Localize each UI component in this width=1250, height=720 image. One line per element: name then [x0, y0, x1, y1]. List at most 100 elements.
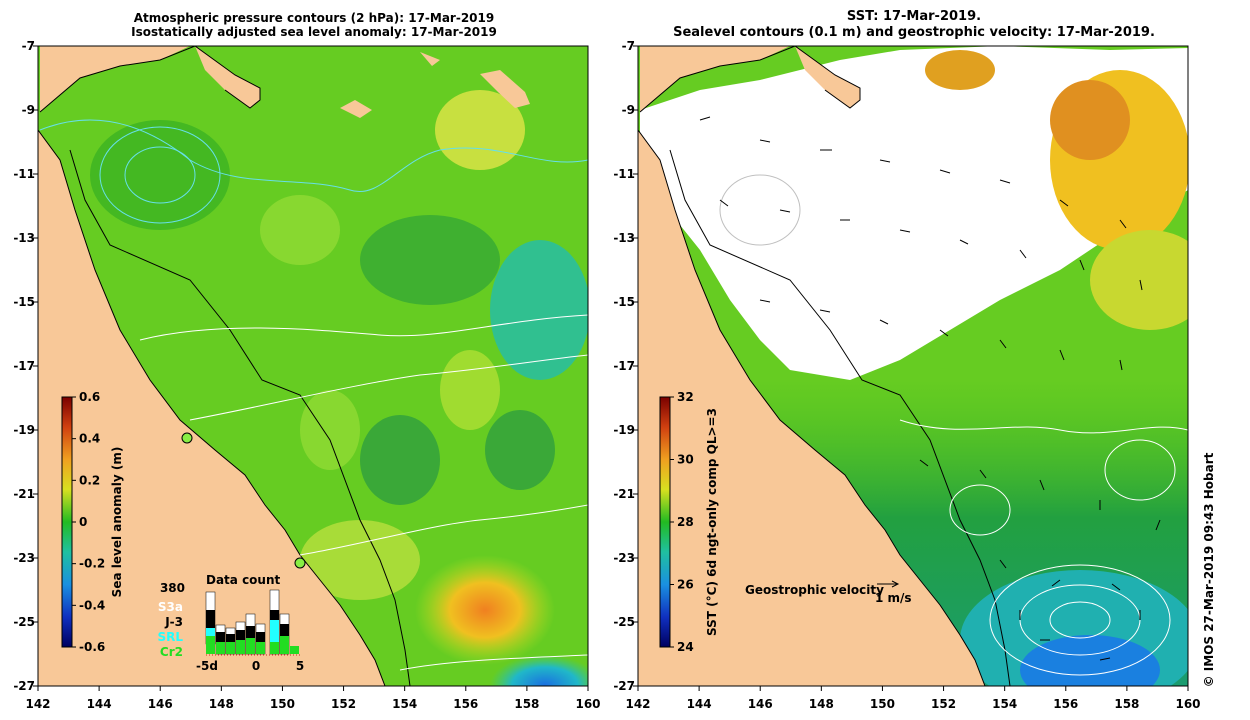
- x-tick-label: 150: [870, 697, 895, 711]
- sla-blob: [260, 195, 340, 265]
- sla-coldspot: [490, 655, 588, 686]
- sst-patch: [1050, 80, 1130, 160]
- right-title: SST: 17-Mar-2019. Sealevel contours (0.1…: [640, 9, 1188, 41]
- station-marker: [181, 432, 193, 444]
- pressure-contour: [139, 314, 588, 341]
- new-guinea-land: [40, 46, 190, 112]
- y-tick-label: -13: [613, 231, 635, 245]
- data-count-x-tick-label: 5: [296, 659, 304, 673]
- sla-colorbar-ticks: 0.6 0.4 0.2 0 -0.2 -0.4 -0.6: [72, 390, 105, 654]
- y-tick-label: -25: [613, 615, 635, 629]
- data-count-legend-item: SRL: [157, 630, 183, 644]
- x-tick-label: 152: [931, 697, 956, 711]
- sla-blob: [435, 90, 525, 170]
- x-tick-label: 154: [992, 697, 1017, 711]
- bathymetry-contour: [669, 149, 1011, 686]
- sst-colorbar-label: SST (°C) 6d ngt-only comp QL>=3: [705, 408, 719, 636]
- sealevel-contour: [719, 174, 801, 246]
- x-tick-label: 148: [209, 697, 234, 711]
- x-tick-label: 158: [514, 697, 539, 711]
- sla-blob: [490, 240, 588, 380]
- sst-colorbar-tick-label: 28: [677, 515, 694, 529]
- sealevel-contour: [899, 419, 1188, 434]
- sst-colorbar-tick-label: 24: [677, 640, 694, 654]
- sla-colorbar-tick-label: 0: [79, 515, 87, 529]
- pressure-contour: [39, 119, 588, 193]
- x-tick-label: 154: [392, 697, 417, 711]
- y-tick-label: -15: [613, 295, 635, 309]
- x-tick-label: 150: [270, 697, 295, 711]
- station-marker: [294, 557, 306, 569]
- x-tick-label: 146: [148, 697, 173, 711]
- left-title: Atmospheric pressure contours (2 hPa): 1…: [40, 11, 588, 39]
- right-title-line2: Sealevel contours (0.1 m) and geostrophi…: [673, 25, 1155, 40]
- x-tick-label: 158: [1114, 697, 1139, 711]
- y-tick-label: -17: [13, 359, 35, 373]
- y-tick-label: -25: [13, 615, 35, 629]
- y-tick-label: -7: [22, 39, 35, 53]
- x-tick-label: 142: [25, 697, 50, 711]
- y-tick-label: -9: [622, 103, 635, 117]
- australia-land: [638, 46, 985, 686]
- data-count-x-ticks: -5d 0 5: [196, 659, 304, 673]
- sst-colorbar-tick-label: 30: [677, 453, 694, 467]
- sst-colorbar: [659, 396, 671, 648]
- y-tick-label: -11: [13, 167, 35, 181]
- left-title-line1: Atmospheric pressure contours (2 hPa): 1…: [133, 11, 495, 25]
- bathymetry-contour: [69, 149, 411, 686]
- pressure-contour: [299, 504, 588, 556]
- sealevel-contour: [1049, 601, 1111, 639]
- right-coastline: [638, 46, 986, 686]
- sla-colorbar: [61, 396, 73, 648]
- data-count-title: Data count: [206, 573, 281, 587]
- x-tick-label: 156: [453, 697, 478, 711]
- x-tick-label: 144: [687, 697, 712, 711]
- y-tick-label: -27: [613, 679, 635, 693]
- right-title-line1: SST: 17-Mar-2019.: [846, 9, 982, 24]
- x-tick-label: 152: [331, 697, 356, 711]
- velocity-key-scale: 1 m/s: [875, 591, 912, 605]
- credit-text: © IMOS 27-Mar-2019 09:43 Hobart: [1202, 452, 1216, 687]
- y-tick-label: -15: [13, 295, 35, 309]
- velocity-arrows: [699, 116, 1161, 661]
- sla-blob: [440, 350, 500, 430]
- x-tick-label: 146: [748, 697, 773, 711]
- data-count-x-tick-label: -5d: [196, 659, 218, 673]
- sla-hotspot: [415, 555, 555, 665]
- data-count-bars: [205, 589, 299, 655]
- sealevel-contour: [949, 484, 1011, 536]
- x-tick-label: 144: [87, 697, 112, 711]
- axis-labels: 142 144 146 148 150 152 154 156 158 160 -7 -9 -11 -13…: [13, 39, 1200, 711]
- velocity-key-label: Geostrophic velocity: [745, 583, 884, 597]
- pressure-contour: [399, 654, 588, 671]
- x-tick-label: 160: [575, 697, 600, 711]
- pressure-contour: [189, 354, 588, 421]
- y-tick-label: -9: [22, 103, 35, 117]
- y-tick-label: -19: [13, 423, 35, 437]
- australia-land: [38, 46, 385, 686]
- sla-colorbar-tick-label: 0.6: [79, 390, 100, 404]
- data-count-legend-item: S3a: [158, 600, 183, 614]
- x-tick-label: 156: [1053, 697, 1078, 711]
- sla-colorbar-tick-label: 0.4: [79, 432, 100, 446]
- y-tick-label: -19: [613, 423, 635, 437]
- y-tick-label: -27: [13, 679, 35, 693]
- sst-colorbar-ticks: 32 30 28 26 24: [670, 390, 694, 654]
- png-land: [195, 46, 260, 108]
- y-tick-label: -13: [13, 231, 35, 245]
- y-tick-label: -21: [13, 487, 35, 501]
- sla-blob: [360, 215, 500, 305]
- islands-land: [340, 52, 530, 118]
- x-tick-label: 142: [625, 697, 650, 711]
- sla-colorbar-tick-label: -0.2: [79, 557, 105, 571]
- x-tick-label: 160: [1175, 697, 1200, 711]
- data-count-legend-item: Cr2: [160, 645, 183, 659]
- sla-colorbar-tick-label: -0.4: [79, 598, 105, 612]
- sla-colorbar-label: Sea level anomaly (m): [110, 447, 124, 598]
- sla-colorbar-tick-label: 0.2: [79, 473, 100, 487]
- velocity-key-arrowhead: [891, 580, 900, 588]
- x-tick-label: 148: [809, 697, 834, 711]
- sst-patch: [925, 50, 995, 90]
